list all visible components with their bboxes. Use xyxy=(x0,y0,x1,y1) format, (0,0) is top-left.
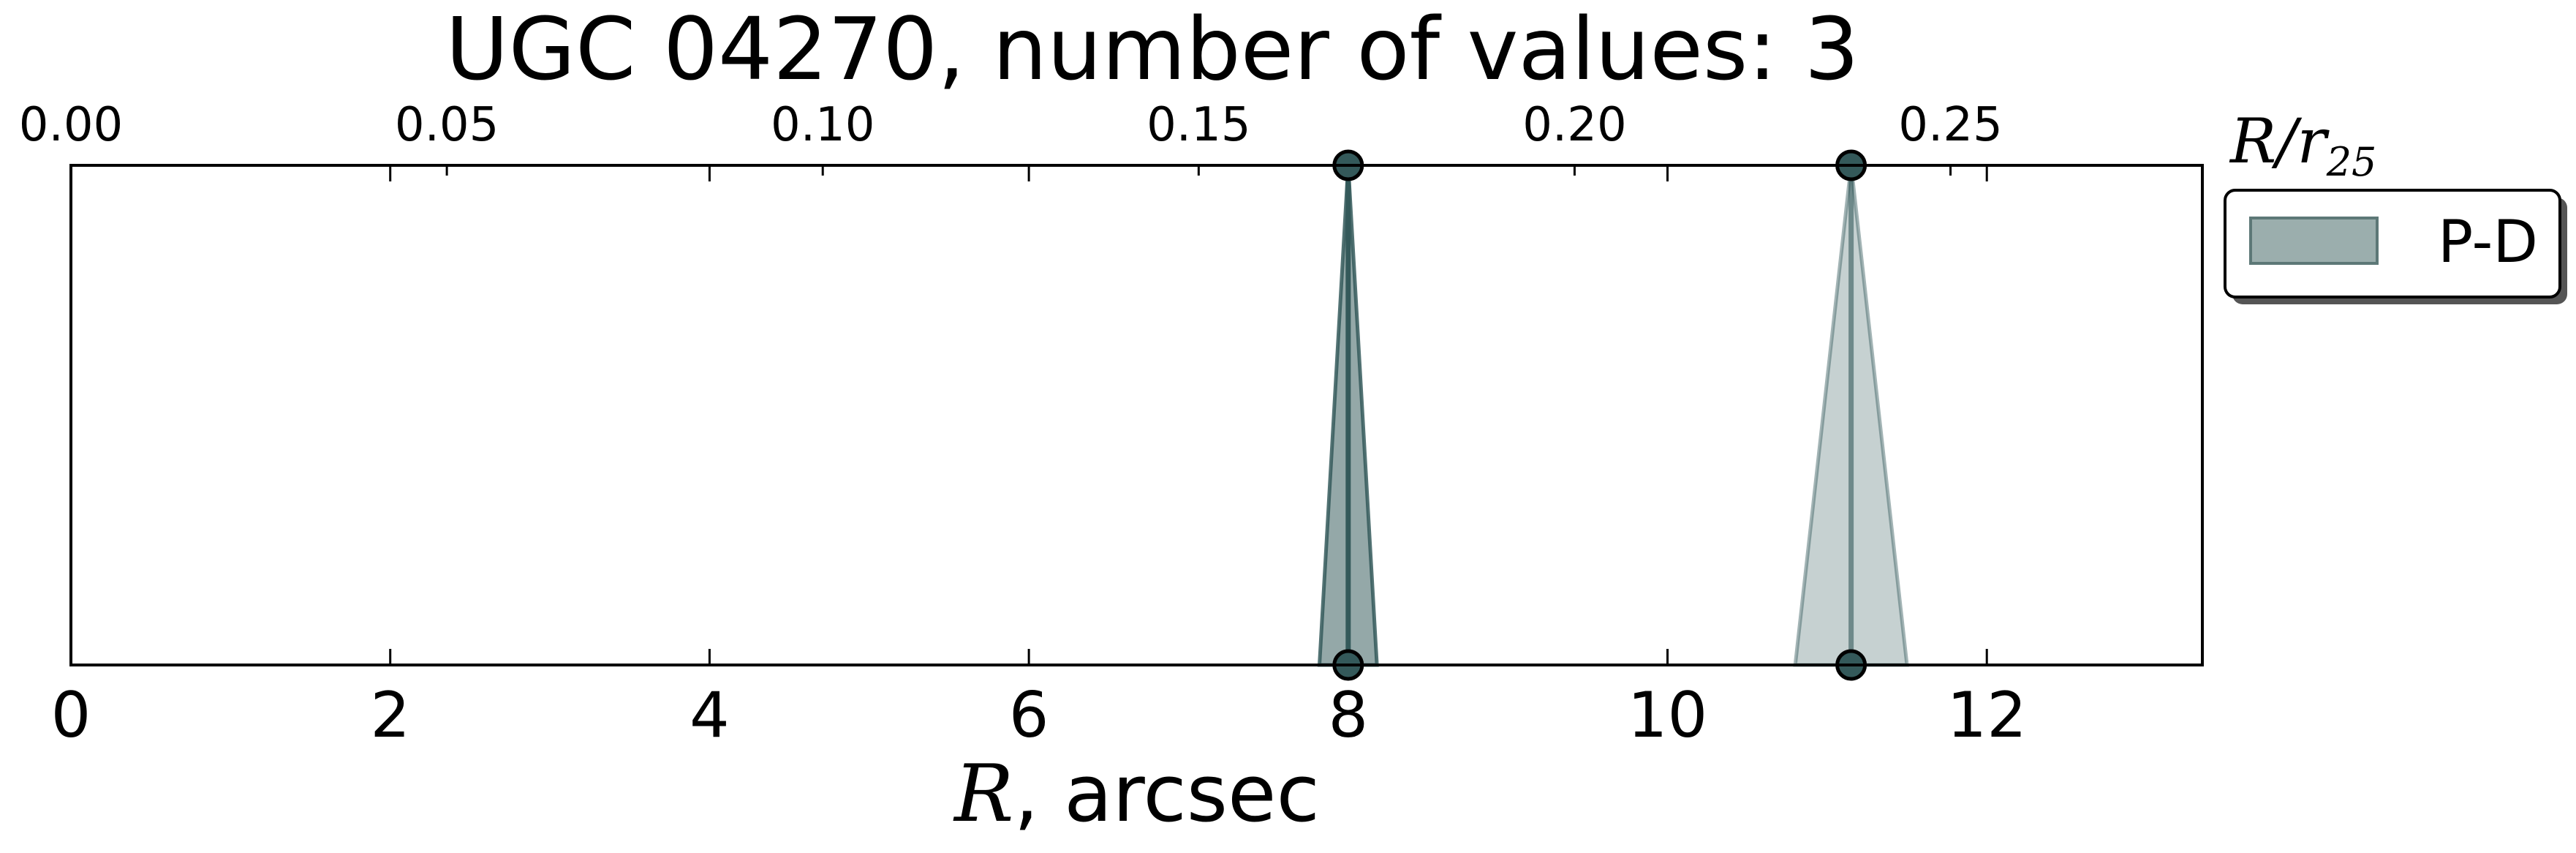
bottom-axis-ticks xyxy=(69,165,1988,665)
top-tick-label-5: 0.25 xyxy=(1898,98,2003,152)
bottom-tick-label-6: 12 xyxy=(1947,679,2027,752)
bottom-axis-tick-labels: 0 2 4 6 8 10 12 xyxy=(51,679,2027,752)
bottom-tick-label-5: 10 xyxy=(1628,679,1707,752)
x-axis-label-symbol: R xyxy=(953,748,1013,840)
top-axis-label-base: R/r xyxy=(2229,105,2330,177)
plot-area-frame xyxy=(69,164,2204,666)
top-axis-label-subscript: 25 xyxy=(2326,139,2377,185)
bottom-tick-label-2: 4 xyxy=(690,679,730,752)
top-tick-label-4: 0.20 xyxy=(1522,98,1627,152)
bottom-tick-label-3: 6 xyxy=(1009,679,1049,752)
legend-swatch-pd xyxy=(2249,217,2379,265)
bottom-tick-label-4: 8 xyxy=(1328,679,1368,752)
legend-label-pd: P-D xyxy=(2438,208,2538,276)
bottom-tick-label-0: 0 xyxy=(51,679,91,752)
top-axis-label: R/r25 xyxy=(2229,105,2376,185)
plot-marks xyxy=(1317,149,1909,681)
x-axis-label-unit: , arcsec xyxy=(1013,748,1319,840)
top-axis-tick-labels: 0.00 0.05 0.10 0.15 0.20 0.25 xyxy=(19,98,2003,152)
legend: P-D xyxy=(2224,189,2567,304)
x-axis-label: R, arcsec xyxy=(953,748,1320,840)
top-tick-label-2: 0.10 xyxy=(771,98,875,152)
top-tick-label-0: 0.00 xyxy=(19,98,124,152)
top-tick-label-1: 0.05 xyxy=(395,98,499,152)
bottom-tick-label-1: 2 xyxy=(370,679,410,752)
top-tick-label-3: 0.15 xyxy=(1147,98,1251,152)
chart-title: UGC 04270, number of values: 3 xyxy=(445,0,1859,99)
